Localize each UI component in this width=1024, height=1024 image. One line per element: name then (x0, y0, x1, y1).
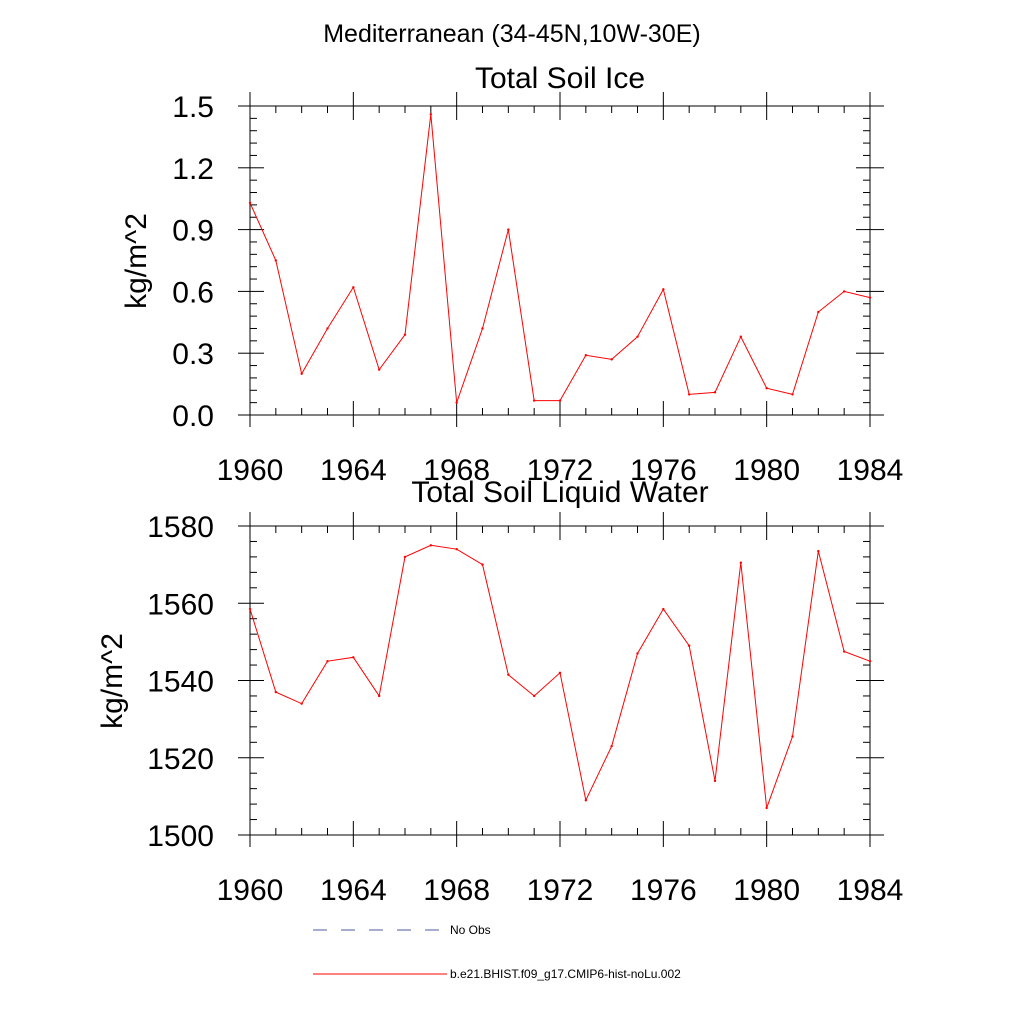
data-point (532, 694, 536, 698)
data-point (377, 694, 381, 698)
plot-frame (249, 105, 871, 416)
data-point (610, 358, 613, 361)
data-point (765, 806, 768, 810)
figure-title: Mediterranean (34-45N,10W-30E) (323, 20, 701, 48)
data-point (842, 290, 846, 293)
data-point (739, 335, 743, 338)
data-point (842, 650, 846, 653)
chart-title: Total Soil Liquid Water (411, 476, 708, 509)
data-point (817, 310, 820, 314)
data-point (584, 354, 588, 357)
data-point (558, 671, 562, 674)
data-point (248, 201, 252, 205)
x-tick-label: 1976 (630, 454, 697, 487)
data-point (610, 744, 613, 748)
x-tick-label: 1964 (320, 454, 387, 487)
data-point (481, 327, 484, 330)
data-point (352, 286, 355, 289)
data-point (300, 372, 303, 375)
y-axis-label: kg/m^2 (120, 213, 153, 309)
data-point (507, 228, 510, 231)
y-tick-label: 1.2 (172, 153, 214, 186)
data-point (765, 387, 768, 390)
x-tick-label: 1980 (733, 454, 800, 487)
plot-frame (249, 525, 871, 836)
y-tick-label: 1560 (147, 588, 214, 621)
data-point (326, 327, 329, 330)
y-tick-label: 0.3 (172, 338, 214, 371)
data-point (377, 368, 381, 371)
data-point (429, 544, 433, 547)
data-point (558, 399, 562, 402)
x-tick-label: 1968 (423, 454, 490, 487)
data-point (248, 607, 252, 611)
data-point (713, 391, 717, 394)
data-point (403, 555, 407, 559)
y-tick-label: 0.9 (172, 215, 214, 248)
data-point (739, 561, 743, 564)
data-point (274, 690, 278, 694)
data-point (532, 399, 536, 402)
data-point (403, 333, 407, 336)
data-point (662, 288, 665, 291)
x-tick-label: 1968 (423, 874, 490, 907)
data-point (429, 113, 433, 116)
data-point (300, 702, 303, 705)
y-tick-label: 1580 (147, 511, 214, 544)
legend-label-model: b.e21.BHIST.f09_g17.CMIP6-hist-noLu.002 (450, 967, 681, 981)
x-tick-label: 1980 (733, 874, 800, 907)
data-point (455, 547, 458, 551)
data-point (868, 296, 872, 299)
y-tick-label: 1.5 (172, 91, 214, 124)
data-point (817, 549, 820, 553)
y-tick-label: 1540 (147, 666, 214, 699)
y-tick-label: 0.0 (172, 400, 214, 433)
data-point (481, 563, 484, 566)
chart-title: Total Soil Ice (475, 62, 645, 95)
legend: No Obs b.e21.BHIST.f09_g17.CMIP6-hist-no… (313, 923, 681, 981)
data-point (352, 656, 355, 659)
x-tick-label: 1964 (320, 874, 387, 907)
x-tick-label: 1972 (527, 874, 594, 907)
panel-total-soil-liquid-water: Total Soil Liquid Water kg/m^2 1960 1964 1… (96, 476, 903, 907)
data-point (662, 607, 665, 611)
x-tick-label: 1972 (527, 454, 594, 487)
legend-label-no-obs: No Obs (450, 923, 491, 937)
data-point (791, 393, 794, 396)
data-point (326, 659, 329, 663)
series-line (249, 544, 871, 809)
data-point (274, 259, 278, 262)
data-point (507, 673, 510, 676)
y-tick-label: 0.6 (172, 276, 214, 309)
data-point (636, 652, 639, 655)
y-tick-label: 1520 (147, 743, 214, 776)
panel-total-soil-ice: Total Soil Ice kg/m^2 1960 1964 1968 1972 19… (120, 62, 903, 487)
y-tick-label: 1500 (147, 820, 214, 853)
data-point (868, 659, 872, 663)
x-tick-label: 1976 (630, 874, 697, 907)
x-tick-label: 1960 (217, 874, 284, 907)
data-point (687, 393, 691, 396)
data-point (791, 735, 794, 738)
data-point (687, 644, 691, 647)
x-tick-label: 1960 (217, 454, 284, 487)
x-tick-label: 1984 (837, 454, 904, 487)
data-point (584, 799, 588, 802)
x-tick-label: 1984 (837, 874, 904, 907)
series-line (249, 114, 871, 403)
data-point (713, 779, 717, 783)
data-point (455, 401, 458, 404)
y-axis-label: kg/m^2 (96, 633, 129, 729)
data-point (636, 335, 639, 338)
